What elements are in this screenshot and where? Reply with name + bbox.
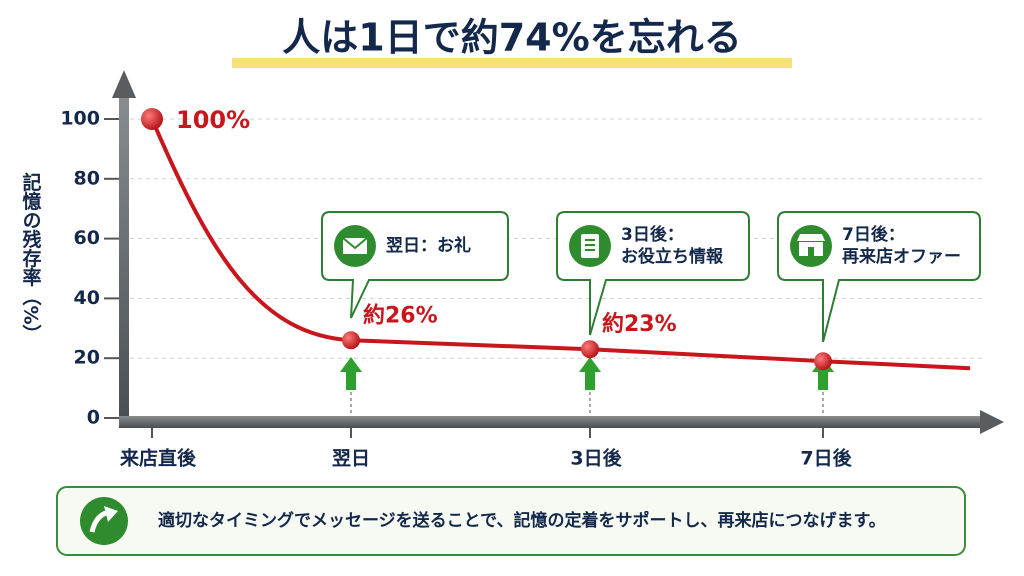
footer-box <box>56 486 966 556</box>
y-tick-label: 20 <box>74 347 100 369</box>
data-point <box>814 352 832 371</box>
y-tick-label: 40 <box>74 287 100 309</box>
footer-icon-arrowhead <box>104 506 118 522</box>
x-axis-arrow <box>980 410 1004 434</box>
value-label: 約23% <box>602 311 677 337</box>
value-label: 100% <box>176 106 250 134</box>
y-axis <box>119 95 129 426</box>
data-point <box>141 108 163 130</box>
value-label: 約26% <box>363 302 438 328</box>
up-arrow <box>340 357 362 390</box>
x-tick-label: 7日後 <box>800 447 852 470</box>
forgetting-curve <box>150 118 824 364</box>
data-point <box>581 340 599 359</box>
x-tick-label: 翌日 <box>332 448 370 470</box>
x-tick-label: 来店直後 <box>120 447 197 470</box>
title-highlight <box>232 58 792 68</box>
icon-envelope-flap <box>342 237 368 250</box>
callout-text: お役立ち情報 <box>621 246 724 267</box>
y-axis-label: 記憶の残存率（%） <box>20 171 42 343</box>
y-tick-label: 0 <box>87 407 100 429</box>
y-tick-label: 100 <box>60 108 100 130</box>
footer-text: 適切なタイミングでメッセージを送ることで、記憶の定着をサポートし、再来店につなげ… <box>158 510 886 531</box>
y-tick-label: 60 <box>74 227 100 249</box>
up-arrow <box>579 357 601 390</box>
data-point <box>342 331 360 350</box>
icon-shop-awning <box>797 234 825 241</box>
icon-shop-door <box>808 247 814 256</box>
chart-title: 人は1日で約74%を忘れる <box>282 16 741 60</box>
callout-text: 再来店オファー <box>842 246 961 267</box>
x-axis <box>119 416 985 428</box>
callout-text: 翌日：お礼 <box>386 235 471 256</box>
footer-icon <box>80 497 128 545</box>
callout-text: 3日後： <box>621 224 684 245</box>
y-axis-arrow <box>112 70 136 98</box>
x-tick-label: 3日後 <box>570 447 622 470</box>
y-tick-label: 80 <box>74 167 100 189</box>
curve-tail <box>822 359 971 371</box>
callout-text: 7日後： <box>842 224 905 245</box>
